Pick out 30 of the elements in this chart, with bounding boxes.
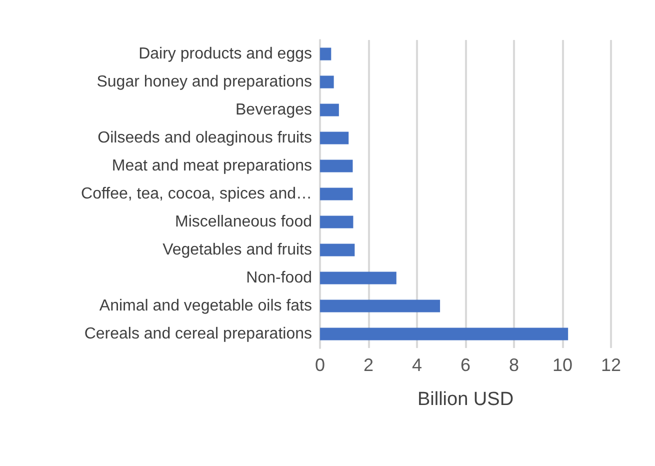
y-tick-label: Vegetables and fruits [162, 242, 312, 258]
x-tick-label: 0 [314, 355, 326, 375]
bar [320, 328, 568, 340]
y-tick-label: Coffee, tea, cocoa, spices and… [81, 186, 312, 202]
y-tick-label: Meat and meat preparations [112, 158, 312, 174]
bar [320, 48, 332, 60]
y-tick-label: Oilseeds and oleaginous fruits [98, 130, 312, 146]
x-tick-label: 2 [363, 355, 374, 375]
y-tick-label: Non-food [246, 270, 312, 286]
bar [320, 244, 355, 256]
x-tick-label: 12 [600, 355, 622, 375]
bar [320, 300, 440, 312]
x-tick-label: 8 [508, 355, 520, 375]
bar [320, 272, 396, 284]
y-tick-label: Beverages [236, 102, 312, 118]
bar [320, 188, 353, 200]
bar [320, 76, 334, 88]
y-tick-label: Cereals and cereal preparations [84, 326, 312, 342]
bar [320, 216, 354, 228]
bar [320, 160, 353, 172]
y-tick-label: Animal and vegetable oils fats [99, 298, 312, 314]
y-tick-label: Miscellaneous food [175, 214, 312, 230]
y-tick-label: Dairy products and eggs [138, 46, 312, 62]
bar [320, 104, 339, 116]
x-tick-label: 4 [412, 355, 422, 375]
x-tick-label: 10 [552, 355, 573, 375]
y-tick-label: Sugar honey and preparations [96, 74, 312, 90]
x-axis-title: Billion USD [417, 389, 514, 410]
bar [320, 132, 349, 144]
x-tick-label: 6 [460, 355, 471, 375]
